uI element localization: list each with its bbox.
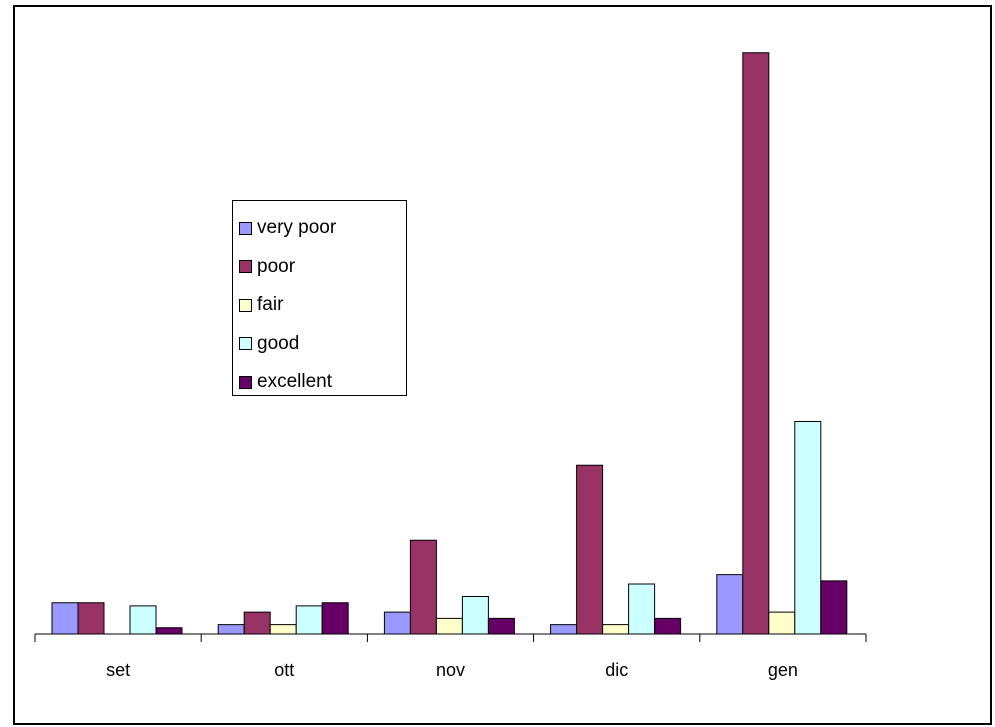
bar-poor-nov	[409, 539, 437, 635]
legend: very poor poor fair good excellent	[232, 200, 407, 396]
legend-item-good: good	[239, 325, 406, 364]
x-tick-label-gen: gen	[768, 660, 798, 680]
legend-swatch	[239, 260, 252, 274]
bar-poor-dic	[576, 464, 604, 635]
bar-very-poor-ott	[217, 624, 245, 635]
legend-item-fair: fair	[239, 286, 406, 325]
bar-very-poor-set	[51, 602, 79, 635]
bar-excellent-set	[155, 627, 183, 635]
bar-poor-set	[77, 602, 105, 635]
bar-good-set	[129, 605, 157, 635]
bar-very-poor-nov	[383, 611, 411, 635]
bar-excellent-dic	[654, 617, 682, 635]
chart-frame: set ott nov dic gen very poor poor fair good exc…	[13, 5, 992, 725]
bar-excellent-gen	[820, 580, 848, 635]
x-tick-label-set: set	[106, 660, 130, 680]
x-tick-label-ott: ott	[274, 660, 294, 680]
x-axis: set ott nov dic gen	[34, 633, 867, 680]
legend-label: fair	[257, 294, 284, 316]
bar-fair-dic	[602, 624, 630, 635]
legend-item-excellent: excellent	[239, 363, 406, 402]
legend-item-very-poor: very poor	[239, 209, 406, 248]
bar-very-poor-dic	[550, 624, 578, 635]
legend-label: poor	[257, 255, 296, 277]
bar-poor-ott	[243, 611, 271, 635]
bar-fair-nov	[435, 617, 463, 635]
bar-excellent-nov	[487, 617, 515, 635]
legend-swatch	[239, 298, 252, 312]
x-tick-label-dic: dic	[605, 660, 628, 680]
bars-layer	[51, 52, 848, 635]
legend-swatch	[239, 337, 252, 351]
legend-item-poor: poor	[239, 248, 406, 287]
bar-excellent-ott	[321, 602, 349, 635]
bar-poor-gen	[742, 52, 770, 635]
legend-swatch	[239, 375, 252, 389]
bar-fair-gen	[768, 611, 796, 635]
legend-label: very poor	[257, 217, 337, 239]
legend-label: good	[257, 332, 300, 354]
x-tick-label-nov: nov	[436, 660, 465, 680]
bar-good-gen	[794, 421, 822, 635]
bar-very-poor-gen	[716, 574, 744, 635]
bar-good-nov	[461, 596, 489, 635]
bar-good-ott	[295, 605, 323, 635]
bar-good-dic	[628, 583, 656, 635]
bar-chart: set ott nov dic gen	[34, 52, 867, 680]
legend-swatch	[239, 221, 252, 235]
legend-label: excellent	[257, 371, 332, 393]
bar-fair-ott	[269, 624, 297, 635]
